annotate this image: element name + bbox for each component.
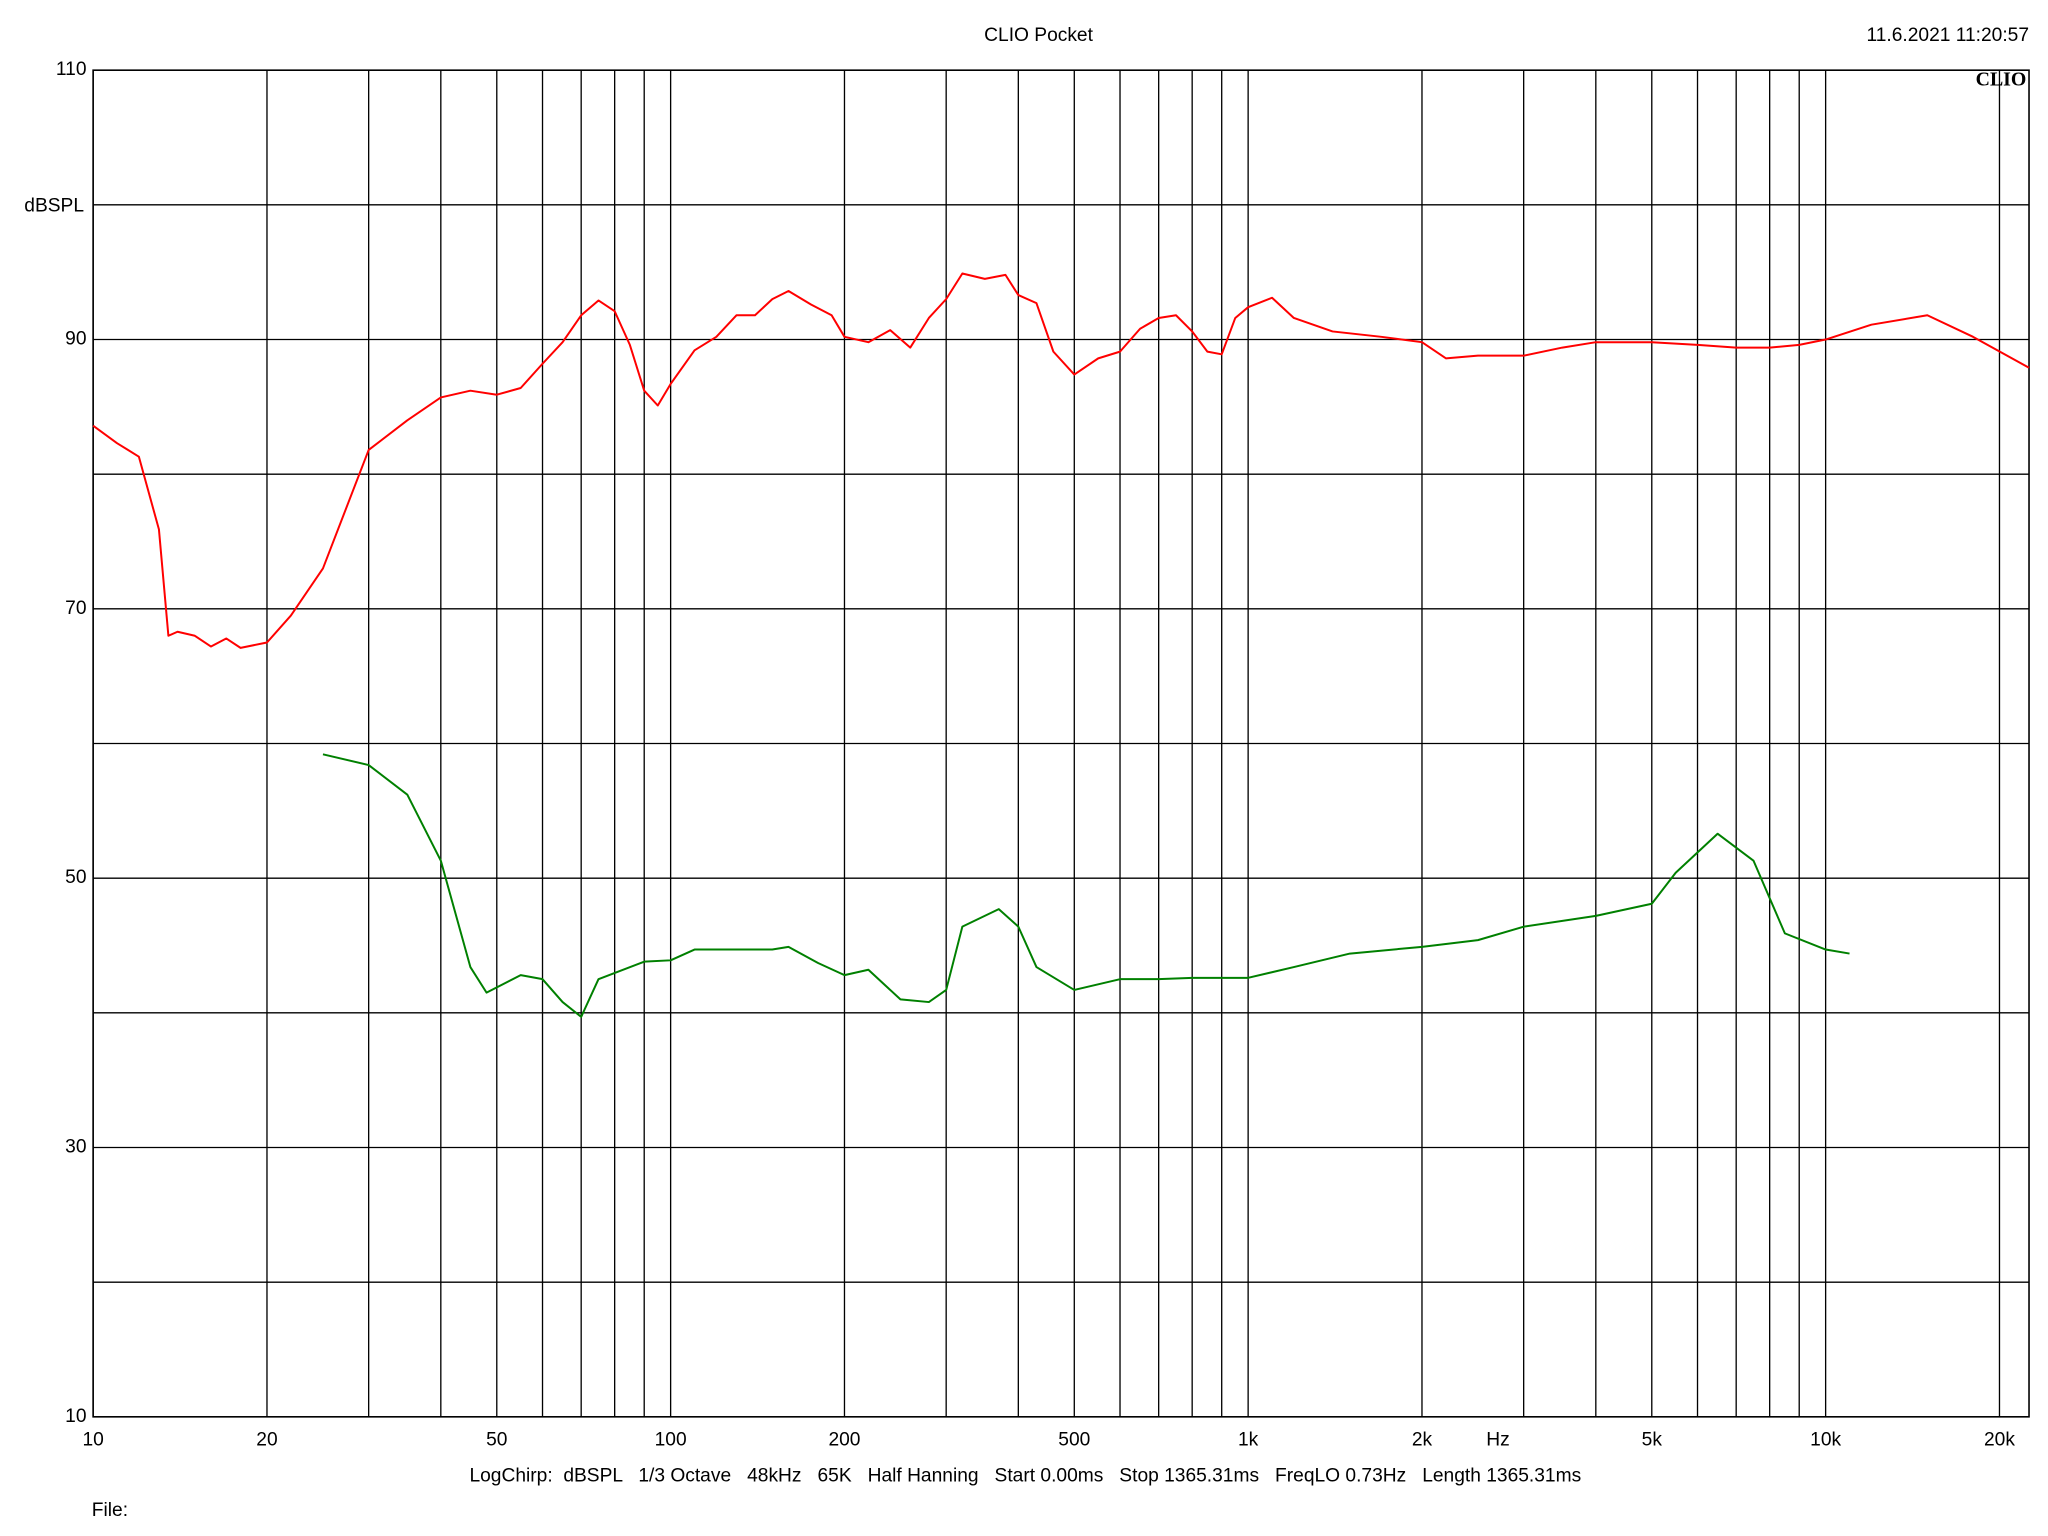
x-tick-label: 200 — [828, 1430, 860, 1451]
timestamp: 11.6.2021 11:20:57 — [1866, 25, 2029, 46]
y-tick-label: 90 — [65, 329, 86, 350]
x-tick-label: 20 — [256, 1430, 277, 1451]
y-axis-label: dBSPL — [24, 196, 84, 217]
file-label: File: — [92, 1500, 128, 1521]
x-tick-label: 50 — [486, 1430, 507, 1451]
footer: LogChirp: dBSPL 1/3 Octave 48kHz 65K Hal… — [469, 1465, 1581, 1486]
x-tick-label: 100 — [655, 1430, 687, 1451]
y-tick-label: 50 — [65, 867, 86, 888]
chart-title: CLIO Pocket — [984, 25, 1093, 46]
x-tick-label: 20k — [1984, 1430, 2015, 1451]
x-tick-label: 10k — [1810, 1430, 1841, 1451]
x-tick-label: 1k — [1238, 1430, 1259, 1451]
x-tick-label: 2k — [1412, 1430, 1433, 1451]
y-tick-label: 10 — [65, 1406, 86, 1427]
x-tick-label: 10 — [82, 1430, 103, 1451]
data-line — [322, 753, 1850, 1018]
data-line — [92, 272, 2030, 649]
y-tick-label: 70 — [65, 598, 86, 619]
x-tick-label: 500 — [1058, 1430, 1090, 1451]
x-axis-label: Hz — [1486, 1430, 1509, 1451]
logo: CLIO — [1976, 68, 2027, 90]
y-tick-label: 30 — [65, 1137, 86, 1158]
x-tick-label: 5k — [1642, 1430, 1663, 1451]
y-tick-label: 110 — [56, 59, 87, 80]
